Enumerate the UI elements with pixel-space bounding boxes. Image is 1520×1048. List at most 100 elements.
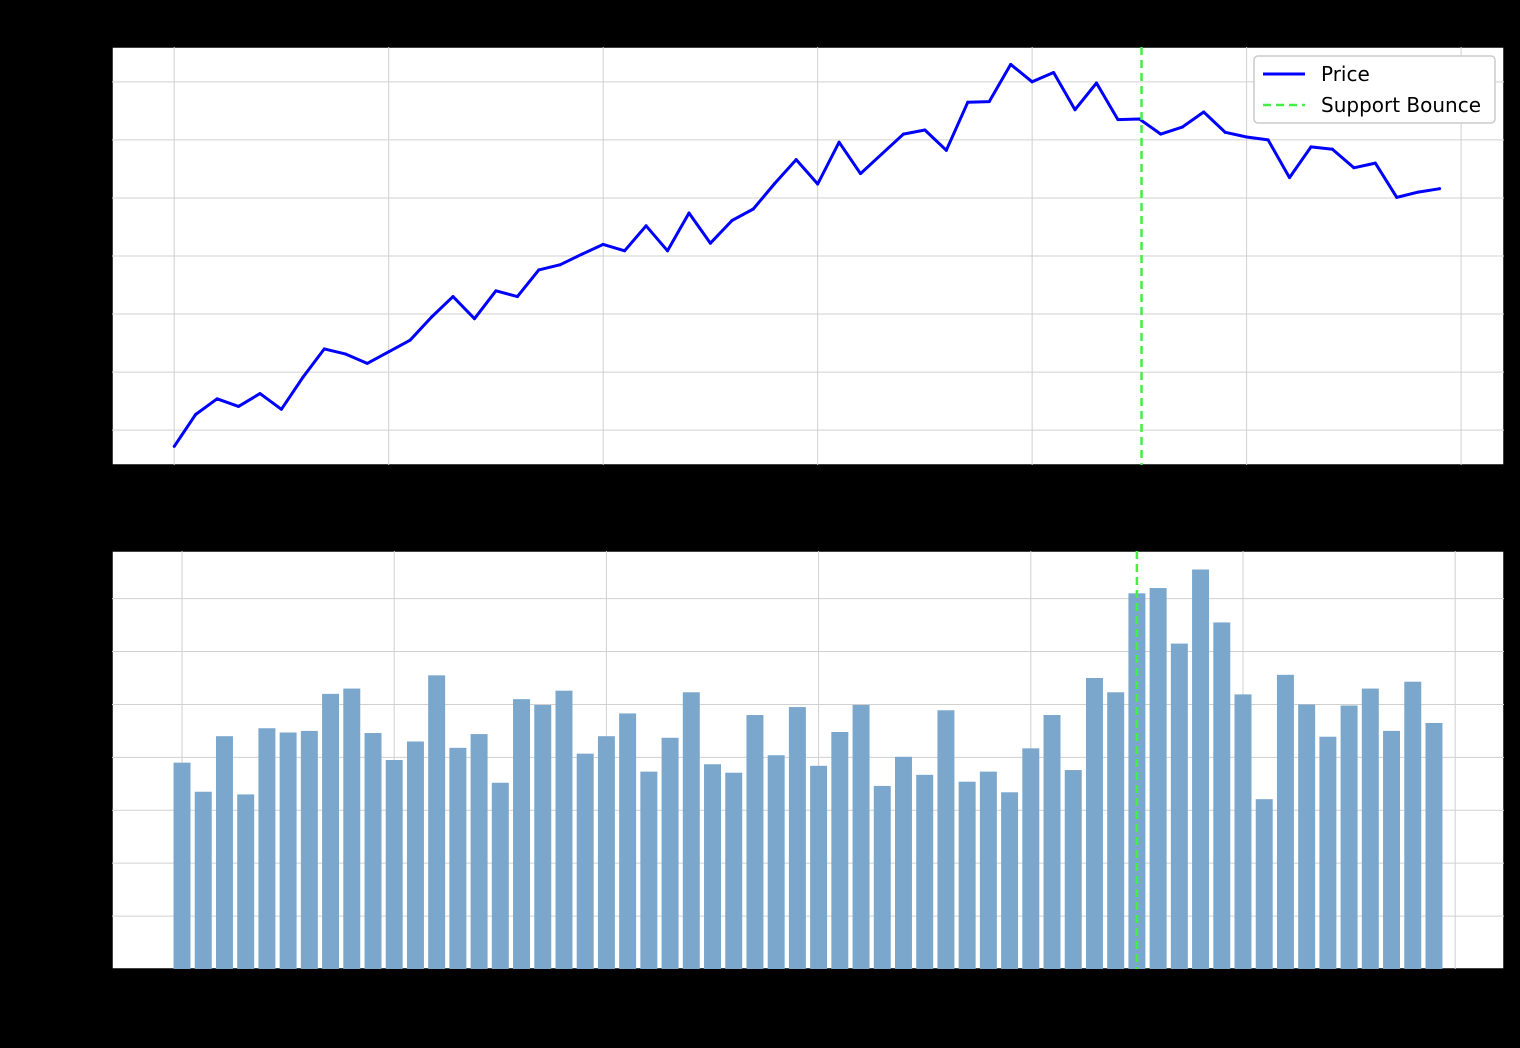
price-point	[1309, 145, 1313, 149]
price-point	[494, 289, 498, 293]
price-point	[408, 338, 412, 342]
volume-bar	[810, 765, 828, 969]
price-point	[194, 412, 198, 416]
legend-box	[1253, 55, 1496, 124]
price-point	[859, 172, 863, 176]
price-point	[258, 392, 262, 396]
volume-bar	[1022, 748, 1040, 969]
volume-bar	[491, 782, 509, 969]
price-point	[1266, 138, 1270, 142]
price-point	[644, 224, 648, 228]
volume-bar	[958, 781, 976, 969]
price-point	[430, 315, 434, 319]
price-point	[1330, 147, 1334, 151]
volume-bar	[343, 688, 361, 969]
volume-bar	[661, 737, 679, 969]
price-point	[1180, 125, 1184, 129]
price-point	[708, 241, 712, 245]
volume-bar	[682, 692, 700, 969]
volume-bar	[1255, 799, 1273, 969]
volume-bar	[1383, 730, 1401, 969]
price-point	[1137, 117, 1141, 121]
volume-bar	[237, 794, 255, 969]
price-point	[1030, 80, 1034, 84]
price-point	[1159, 132, 1163, 136]
price-point	[1352, 166, 1356, 170]
volume-bar	[1064, 770, 1082, 969]
volume-bar	[597, 736, 615, 969]
volume-bar	[555, 690, 573, 969]
legend-support-bounce-label: Support Bounce	[1321, 93, 1481, 117]
price-point	[237, 404, 241, 408]
price-data-points	[172, 62, 1442, 448]
volume-bar	[1192, 569, 1210, 969]
volume-bar	[852, 704, 870, 969]
price-point	[773, 181, 777, 185]
price-point	[1395, 195, 1399, 199]
price-point	[537, 268, 541, 272]
price-point	[1009, 62, 1013, 66]
price-point	[687, 211, 691, 215]
volume-bar	[194, 791, 212, 969]
price-point	[1223, 130, 1227, 134]
volume-bar	[534, 704, 552, 969]
price-point	[1438, 187, 1442, 191]
price-point	[279, 407, 283, 411]
volume-bar	[1149, 588, 1167, 969]
price-point	[515, 295, 519, 299]
price-point	[966, 100, 970, 104]
volume-bar	[937, 710, 955, 969]
price-point	[730, 219, 734, 223]
volume-bar	[1213, 622, 1231, 969]
volume-bar	[1361, 688, 1379, 969]
volume-bar	[513, 699, 531, 969]
volume-bar	[173, 762, 191, 969]
volume-bars	[173, 569, 1443, 969]
price-point	[1052, 71, 1056, 75]
volume-bar	[767, 755, 785, 969]
price-point	[472, 317, 476, 321]
price-panel: Price Support Bounce	[111, 46, 1505, 466]
volume-bar	[406, 741, 424, 969]
volume-plot-area	[111, 550, 1505, 970]
price-point	[301, 375, 305, 379]
price-point	[1094, 81, 1098, 85]
price-point	[1245, 135, 1249, 139]
volume-bar	[1107, 692, 1125, 969]
price-point	[1073, 108, 1077, 112]
volume-bar	[428, 675, 446, 969]
price-point	[1373, 161, 1377, 165]
price-point	[794, 158, 798, 162]
price-point	[923, 128, 927, 132]
volume-bar	[873, 785, 891, 969]
volume-bar	[895, 756, 912, 969]
volume-bar	[979, 771, 997, 969]
volume-bar	[1170, 643, 1188, 969]
price-point	[365, 361, 369, 365]
volume-bar	[831, 731, 849, 969]
price-point	[322, 347, 326, 351]
price-point	[901, 132, 905, 136]
price-point	[1202, 110, 1206, 114]
volume-bar	[1001, 792, 1019, 969]
volume-bar	[364, 733, 382, 969]
volume-bar	[1234, 694, 1252, 969]
price-point	[987, 100, 991, 104]
volume-bar	[470, 734, 488, 969]
legend: Price Support Bounce	[1253, 55, 1496, 124]
price-point	[215, 397, 219, 401]
volume-bar	[788, 707, 806, 969]
price-point	[837, 140, 841, 144]
volume-bar	[215, 736, 233, 969]
volume-bar	[300, 730, 318, 969]
volume-bar	[725, 772, 743, 969]
price-point	[1288, 176, 1292, 180]
price-point	[601, 242, 605, 246]
price-point	[1116, 118, 1120, 122]
volume-bar	[576, 753, 594, 969]
volume-bar	[1298, 704, 1316, 969]
price-point	[1416, 190, 1420, 194]
price-point	[580, 252, 584, 256]
volume-bar	[1404, 681, 1422, 969]
volume-bar	[279, 732, 297, 969]
